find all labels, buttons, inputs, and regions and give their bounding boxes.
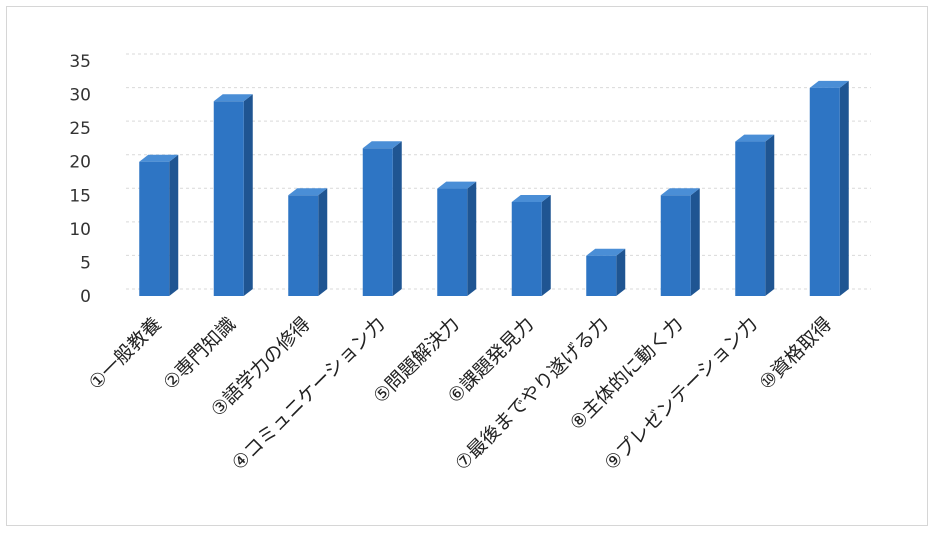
- bar-top: [511, 195, 551, 202]
- y-tick-label: 30: [69, 86, 91, 106]
- bar-top: [660, 188, 700, 196]
- bar-top: [735, 134, 775, 142]
- bar-top: [139, 154, 179, 162]
- bars: [139, 80, 849, 297]
- bar-front: [660, 195, 691, 296]
- bar: [139, 154, 179, 296]
- bar-front: [809, 87, 840, 296]
- y-axis-ticks: 0 5 10 15 20 25 30 35: [69, 52, 91, 307]
- x-axis-labels: ①一般教養②専門知識③語学力の修得④コミュニケーション力⑤問題解決力⑥課題発見力…: [84, 313, 836, 475]
- y-tick-label: 35: [69, 52, 91, 72]
- bar-front: [288, 195, 319, 296]
- bar-front: [362, 148, 393, 296]
- bar-side: [690, 188, 700, 296]
- x-tick-label: ⑩資格取得: [755, 313, 836, 394]
- bar: [660, 188, 700, 296]
- bar-front: [586, 255, 617, 296]
- y-tick-label: 15: [69, 186, 91, 206]
- x-tick-label: ⑨プレゼンテーション力: [600, 313, 762, 475]
- bar-side: [765, 134, 775, 296]
- bar-side: [392, 141, 402, 296]
- bar-front: [511, 202, 542, 296]
- bar-chart: 0 5 10 15 20 25 30 35 ①一般教養②専門知識③語学力の修得④コミュニケーシ…: [69, 52, 871, 475]
- y-tick-label: 5: [80, 253, 91, 273]
- bar-top: [586, 248, 626, 256]
- bar: [362, 141, 402, 296]
- x-tick-label: ⑦最後までやり遂げる力: [451, 313, 613, 475]
- bar-front: [437, 188, 468, 296]
- bar: [213, 94, 253, 297]
- bar-side: [541, 195, 551, 296]
- bar: [511, 195, 551, 296]
- bar-top: [362, 141, 402, 149]
- bar-side: [169, 154, 179, 296]
- bar-top: [213, 94, 253, 102]
- y-tick-label: 20: [69, 153, 91, 173]
- bar: [437, 181, 477, 296]
- x-tick-label: ①一般教養: [84, 313, 165, 394]
- x-tick-label: ④コミュニケーション力: [228, 313, 390, 475]
- bar-top: [437, 181, 477, 189]
- bar: [586, 248, 626, 296]
- bar-front: [139, 161, 170, 296]
- bar: [809, 80, 849, 296]
- bar-side: [318, 188, 328, 296]
- bar-side: [467, 181, 477, 296]
- bar-front: [213, 101, 244, 297]
- bar-top: [809, 80, 849, 88]
- bar-top: [288, 188, 328, 196]
- bar: [288, 188, 328, 296]
- x-tick-label: ②専門知識: [159, 313, 240, 394]
- y-tick-label: 25: [69, 119, 91, 139]
- bar-side: [839, 80, 849, 296]
- y-tick-label: 0: [80, 287, 91, 307]
- bar-side: [616, 248, 626, 296]
- bar: [735, 134, 775, 296]
- y-tick-label: 10: [69, 220, 91, 240]
- bar-side: [243, 94, 253, 297]
- bar-front: [735, 141, 766, 296]
- chart-frame: 0 5 10 15 20 25 30 35 ①一般教養 ②専門知識 ③語学力の修得 ④コミュニケーシ…: [6, 6, 928, 526]
